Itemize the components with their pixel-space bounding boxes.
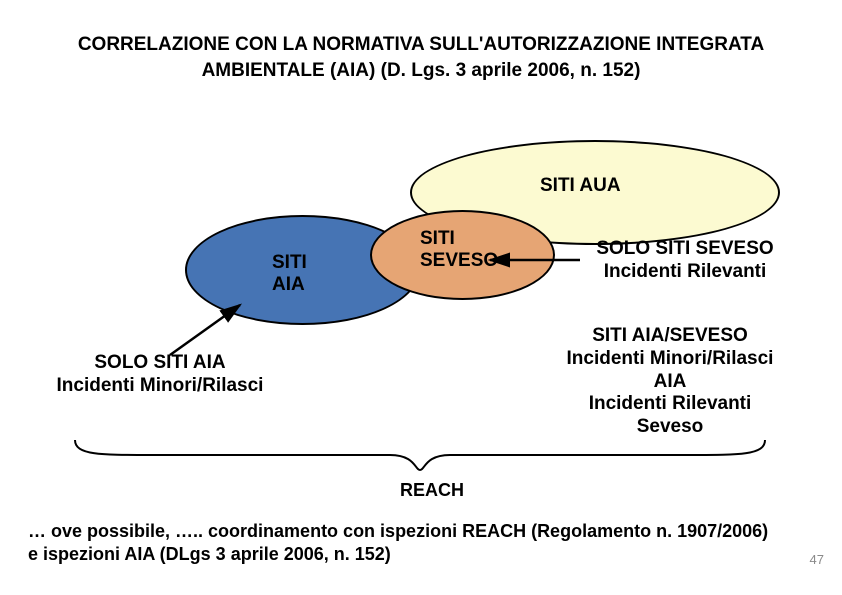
page-title: CORRELAZIONE CON LA NORMATIVA SULL'AUTOR… <box>60 32 782 83</box>
brace-icon <box>70 435 770 475</box>
label-reach: REACH <box>400 480 464 501</box>
page-number: 47 <box>810 552 824 567</box>
label-seveso: SITISEVESO <box>420 228 498 272</box>
label-aua: SITI AUA <box>540 175 621 197</box>
arrow-left-icon <box>165 300 265 370</box>
label-aia-seveso: SITI AIA/SEVESOIncidenti Minori/RilasciA… <box>520 325 820 439</box>
label-aia: SITIAIA <box>272 252 307 296</box>
footer-text: … ove possibile, ….. coordinamento con i… <box>28 520 782 567</box>
label-solo-seveso: SOLO SITI SEVESOIncidenti Rilevanti <box>565 238 805 284</box>
